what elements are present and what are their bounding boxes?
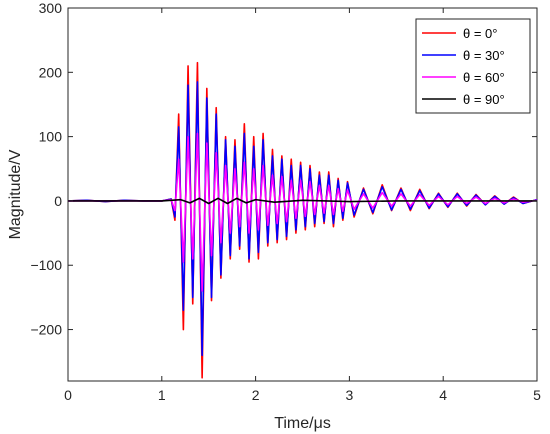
x-tick-label: 2 — [252, 387, 260, 403]
y-tick-label: −200 — [30, 322, 62, 338]
series-line-3 — [68, 197, 537, 205]
x-tick-label: 5 — [533, 387, 541, 403]
y-tick-label: −100 — [30, 257, 62, 273]
y-tick-label: 200 — [39, 64, 63, 80]
x-tick-label: 3 — [346, 387, 354, 403]
y-tick-label: 100 — [39, 129, 63, 145]
y-tick-label: 0 — [54, 193, 62, 209]
legend-label-1: θ = 30° — [463, 48, 505, 63]
series-line-2 — [68, 132, 538, 292]
x-tick-label: 1 — [158, 387, 166, 403]
x-tick-label: 0 — [64, 387, 72, 403]
y-tick-label: 300 — [39, 0, 63, 16]
legend-label-2: θ = 60° — [463, 70, 505, 85]
legend-box — [415, 18, 531, 114]
ticks-layer: 0 1 2 3 4 5 −200 −100 0 100 200 300 — [30, 0, 541, 403]
legend: θ = 0° θ = 30° θ = 60° θ = 90° — [415, 18, 531, 114]
x-tick-label: 4 — [439, 387, 447, 403]
series-layer — [67, 61, 538, 379]
y-axis-label: Magnitude/V — [7, 149, 24, 239]
x-axis-label: Time/μs — [274, 415, 331, 432]
legend-label-0: θ = 0° — [463, 26, 497, 41]
legend-label-3: θ = 90° — [463, 92, 505, 107]
